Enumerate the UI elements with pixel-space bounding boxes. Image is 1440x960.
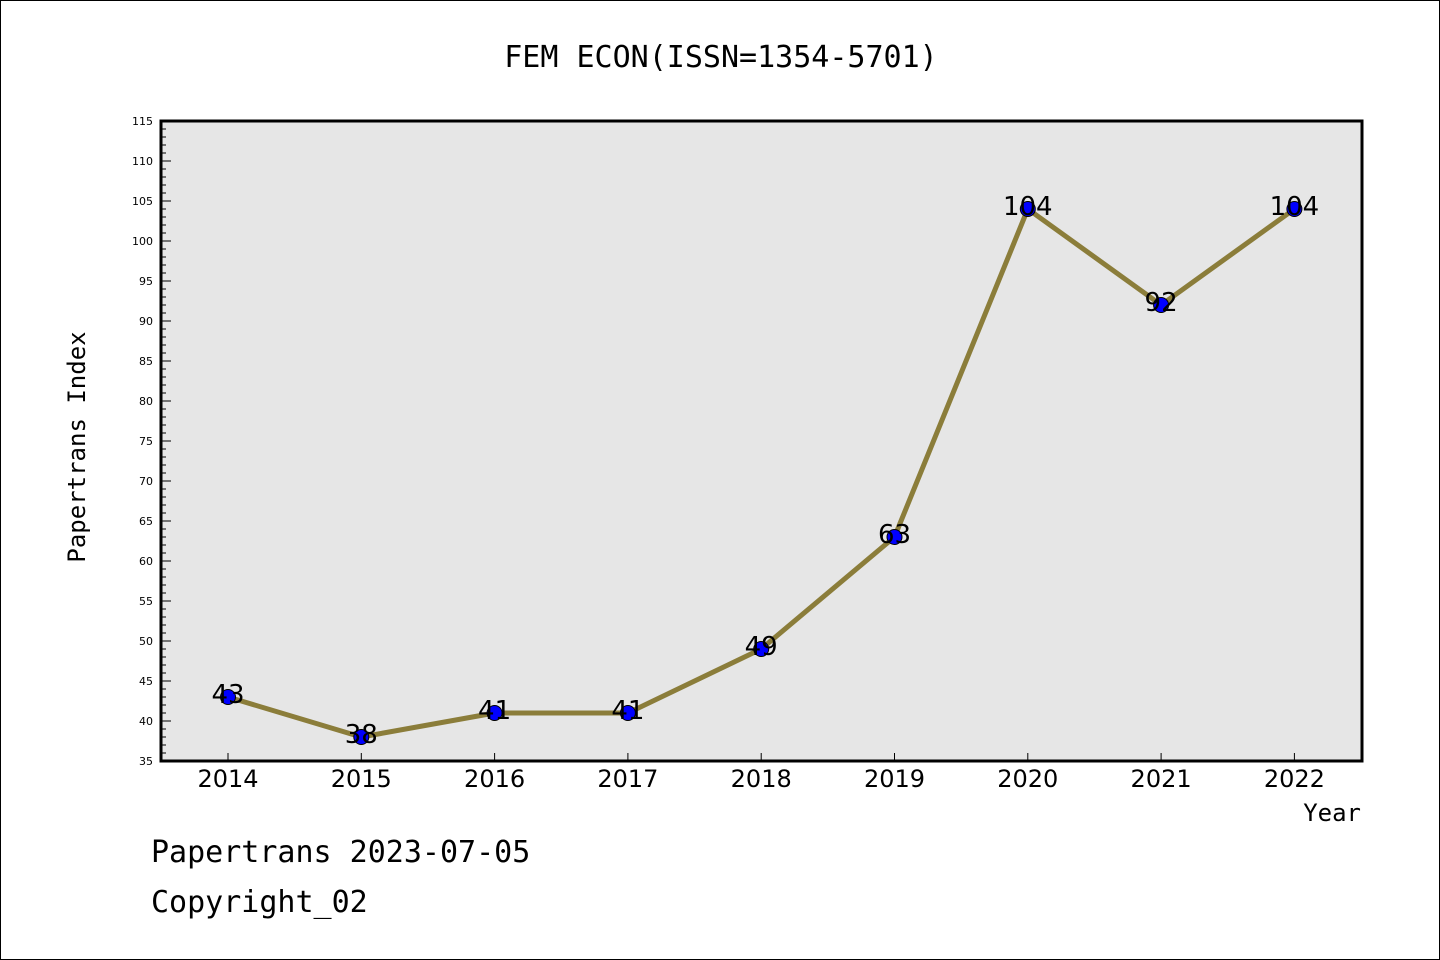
y-axis: 35 40 45 50 55 60 65 70 75 80 85 90 95 100 105 110 115 (132, 115, 171, 768)
x-tick-label: 2020 (997, 765, 1058, 793)
x-tick-label: 2019 (864, 765, 925, 793)
data-labels: 43 38 41 41 49 63 104 92 104 (211, 192, 1319, 750)
y-tick-label: 115 (132, 115, 153, 128)
y-tick-label: 65 (139, 515, 153, 528)
x-tick-label: 2015 (331, 765, 392, 793)
y-tick-label: 45 (139, 675, 153, 688)
data-label: 43 (211, 680, 244, 710)
y-tick-label: 40 (139, 715, 153, 728)
y-tick-label: 110 (132, 155, 153, 168)
data-label: 41 (611, 696, 644, 726)
x-tick-label: 2016 (464, 765, 525, 793)
x-tick-label: 2022 (1264, 765, 1325, 793)
x-tick-label: 2018 (731, 765, 792, 793)
footer-date: Papertrans 2023-07-05 (151, 835, 531, 870)
y-tick-label: 55 (139, 595, 153, 608)
x-tick-label: 2021 (1131, 765, 1192, 793)
data-point (1153, 297, 1170, 313)
y-tick-label: 105 (132, 195, 153, 208)
y-tick-label: 50 (139, 635, 153, 648)
data-point (886, 529, 903, 545)
data-point (1019, 201, 1036, 217)
y-tick-label: 80 (139, 395, 153, 408)
chart-title: FEM ECON(ISSN=1354-5701) (504, 40, 937, 75)
data-label: 92 (1145, 288, 1178, 318)
x-tick-label: 2017 (597, 765, 658, 793)
x-axis-label: Year (1303, 799, 1361, 827)
y-axis-label: Papertrans Index (63, 331, 91, 562)
data-point (486, 705, 503, 721)
footer-copyright: Copyright_02 (151, 885, 368, 920)
y-tick-label: 100 (132, 235, 153, 248)
data-point (1286, 201, 1303, 217)
plot-area (159, 119, 1364, 763)
x-axis: 2014 2015 2016 2017 2018 2019 2020 2021 2022 (197, 753, 1325, 793)
data-label: 49 (745, 632, 778, 662)
data-point (619, 705, 636, 721)
y-tick-label: 60 (139, 555, 153, 568)
y-tick-label: 35 (139, 755, 153, 768)
y-tick-label: 90 (139, 315, 153, 328)
data-label: 104 (1270, 192, 1320, 222)
y-tick-label: 95 (139, 275, 153, 288)
y-tick-label: 75 (139, 435, 153, 448)
y-tick-label: 85 (139, 355, 153, 368)
data-label: 38 (345, 720, 378, 750)
data-point (353, 729, 370, 745)
data-label: 104 (1003, 192, 1053, 222)
y-tick-label: 70 (139, 475, 153, 488)
data-point (220, 689, 236, 705)
series-group (220, 201, 1303, 745)
data-label: 63 (878, 520, 911, 550)
data-label: 41 (478, 696, 511, 726)
data-point (753, 641, 770, 657)
x-tick-label: 2014 (197, 765, 258, 793)
